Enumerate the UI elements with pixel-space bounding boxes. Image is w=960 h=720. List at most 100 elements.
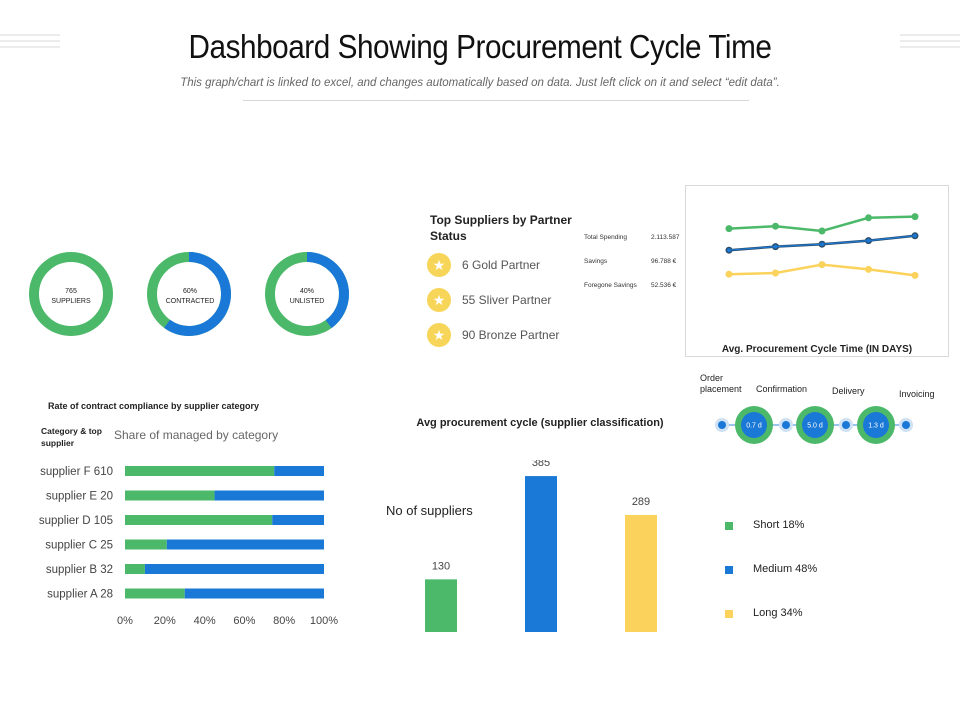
line-point	[818, 261, 826, 269]
legend-label: Short 18%	[753, 519, 805, 531]
top-suppliers-title: Top Suppliers by Partner Status	[430, 212, 572, 244]
step-label-line: placement	[700, 384, 742, 394]
hbar-segment	[144, 564, 324, 574]
star-icon: ★	[427, 253, 451, 277]
line-point	[913, 233, 917, 238]
vbar	[525, 476, 557, 632]
legend-label: Long 34%	[753, 607, 803, 619]
hbar-segment	[184, 588, 324, 599]
line-point	[818, 227, 826, 235]
compliance-chart-title: Rate of contract compliance by supplier …	[48, 401, 260, 411]
hbar-segment	[214, 490, 324, 501]
line-chart-frame	[685, 185, 949, 357]
top-suppliers-title-line1: Top Suppliers by Partner	[430, 213, 572, 227]
x-tick-label: 40%	[194, 615, 216, 627]
duration-label: 1.3 d	[868, 423, 884, 430]
vbar	[625, 514, 657, 632]
vbar-value-label: 289	[632, 496, 650, 508]
financial-value-savings: 96.788 €	[651, 258, 677, 265]
financial-value-total-spending: 2.113.587	[651, 234, 680, 241]
timeline-node	[902, 421, 910, 429]
decorative-lines-right	[900, 34, 960, 52]
partner-label: 6 Gold Partner	[462, 258, 541, 272]
process-timeline: 0.7 d 5.0 d 1.3 d	[715, 406, 913, 444]
category-label: supplier F 610	[40, 466, 113, 478]
financial-label-savings: Savings	[584, 258, 608, 265]
donut-segment	[265, 252, 349, 336]
step-label-invoicing: Invoicing	[899, 389, 935, 399]
hbar-segment	[125, 539, 167, 550]
star-icon: ★	[427, 323, 451, 347]
timeline-node	[842, 421, 850, 429]
step-label-confirmation: Confirmation	[756, 384, 808, 394]
donut-value: 40%	[299, 288, 314, 295]
category-label: supplier D 105	[39, 515, 113, 527]
donut-segment	[147, 252, 231, 336]
step-label-delivery: Delivery	[832, 386, 865, 396]
hbar-segment	[274, 466, 324, 476]
line-chart[interactable]	[685, 185, 949, 335]
x-tick-label: 80%	[273, 615, 295, 627]
x-tick-label: 20%	[154, 615, 176, 627]
vbar-value-label: 130	[432, 560, 450, 572]
hbar-segment	[125, 490, 215, 501]
star-icon: ★	[427, 288, 451, 312]
compliance-bar-chart[interactable]: supplier F 610 supplier E 20 supplier D 10…	[30, 455, 360, 635]
x-tick-label: 60%	[233, 615, 255, 627]
cycle-chart-title: Avg procurement cycle (supplier classifi…	[416, 417, 664, 429]
line-point	[865, 214, 872, 222]
duration-circle-inner	[863, 412, 889, 438]
duration-circle-inner	[741, 412, 767, 438]
x-tick-label: 0%	[117, 615, 133, 627]
financial-label-foregone-savings: Foregone Savings	[584, 282, 637, 289]
category-label: supplier C 25	[45, 540, 113, 552]
vbar	[425, 579, 457, 632]
donut-caption: SUPPLIERS	[51, 298, 91, 305]
hbar-segment	[125, 515, 273, 525]
line-point	[911, 213, 919, 221]
line-point	[725, 270, 733, 278]
donut-value: 60%	[182, 288, 197, 295]
duration-label: 5.0 d	[807, 423, 823, 430]
category-label: supplier B 32	[46, 564, 113, 576]
category-label: supplier A 28	[47, 589, 113, 601]
compliance-chart-subtitle: Share of managed by category	[114, 428, 279, 442]
duration-label: 0.7 d	[746, 423, 762, 430]
category-header: Category & top supplier	[41, 426, 102, 448]
donut-charts[interactable]	[0, 240, 380, 350]
timeline-node	[718, 421, 726, 429]
line-point	[866, 238, 871, 243]
category-label: supplier E 20	[46, 491, 113, 503]
duration-circle-inner	[802, 412, 828, 438]
donut-value: 765	[65, 288, 77, 295]
line-point	[820, 242, 824, 247]
timeline-node	[782, 421, 790, 429]
line-point	[772, 269, 779, 277]
financial-label-total-spending: Total Spending	[584, 234, 628, 241]
page-title: Dashboard Showing Procurement Cycle Time	[188, 28, 772, 65]
legend-swatch	[725, 522, 733, 530]
cycle-chart-axis-label: No of suppliers	[386, 503, 473, 518]
legend-swatch	[725, 610, 733, 618]
partner-label: 90 Bronze Partner	[462, 328, 560, 342]
page-subtitle: This graph/chart is linked to excel, and…	[180, 77, 780, 89]
partner-label: 55 Sliver Partner	[462, 293, 552, 307]
hbar-segment	[125, 564, 145, 574]
line-point	[772, 222, 779, 230]
hbar-segment	[272, 515, 324, 525]
line-chart-caption: Avg. Procurement Cycle Time (IN DAYS)	[721, 344, 913, 355]
legend-label: Medium 48%	[753, 563, 818, 575]
hbar-segment	[166, 539, 324, 550]
donut-ring-base	[29, 252, 113, 336]
donut-caption: CONTRACTED	[165, 298, 215, 305]
line-point	[725, 225, 733, 233]
step-label-order-placement: Order placement	[700, 373, 742, 395]
cycle-bar-chart[interactable]: 130 385 289	[400, 460, 700, 640]
line-point	[911, 271, 919, 279]
title-divider	[243, 100, 749, 101]
hbar-segment	[125, 588, 185, 599]
donut-label-contracted: 60% CONTRACTED	[155, 287, 225, 307]
step-label-line: Order	[700, 373, 724, 383]
line-point	[865, 265, 872, 273]
donut-label-unlisted: 40% UNLISTED	[272, 287, 342, 307]
